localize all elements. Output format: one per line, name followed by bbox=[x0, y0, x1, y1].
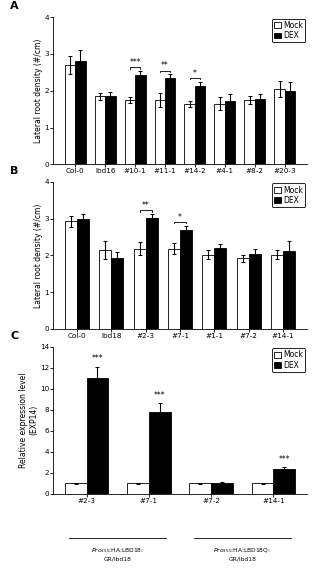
Bar bbox=[146, 218, 158, 329]
Text: *: * bbox=[193, 68, 197, 77]
Text: $Pro_{355}$:HA:LBD18:GR
/lbd18: $Pro_{355}$:HA:LBD18:GR /lbd18 bbox=[131, 391, 194, 405]
Text: $Pro_{355}$:HA:LBD16Q:GR
/lbd16: $Pro_{355}$:HA:LBD16Q:GR /lbd16 bbox=[221, 226, 288, 241]
Bar bbox=[255, 99, 265, 164]
Bar bbox=[135, 75, 146, 164]
Bar bbox=[168, 249, 180, 329]
Bar bbox=[111, 258, 123, 329]
Text: A: A bbox=[10, 1, 19, 11]
Text: B: B bbox=[10, 166, 18, 176]
Text: $Pro_{355}$:HA:LBD18Q:GR
/lbd18: $Pro_{355}$:HA:LBD18Q:GR /lbd18 bbox=[215, 391, 282, 405]
Y-axis label: Lateral root density (#/cm): Lateral root density (#/cm) bbox=[34, 203, 43, 308]
Text: $Pro_{355}$:HA:LBD16:GR
/lbd16: $Pro_{355}$:HA:LBD16:GR /lbd16 bbox=[134, 226, 196, 241]
Bar bbox=[86, 378, 108, 494]
Y-axis label: Lateral root density (#/cm): Lateral root density (#/cm) bbox=[34, 38, 43, 143]
Bar bbox=[149, 412, 171, 494]
Bar bbox=[134, 249, 146, 329]
Bar bbox=[249, 254, 261, 329]
Text: ***: *** bbox=[129, 58, 141, 67]
Bar bbox=[237, 258, 249, 329]
Bar bbox=[65, 221, 77, 329]
Text: ***: *** bbox=[154, 391, 166, 400]
Bar bbox=[77, 219, 89, 329]
Bar bbox=[105, 96, 115, 164]
Bar bbox=[65, 483, 86, 494]
Bar bbox=[180, 230, 192, 329]
Bar bbox=[285, 91, 295, 164]
Y-axis label: Relative expression level
(EXP14): Relative expression level (EXP14) bbox=[19, 373, 38, 468]
Bar bbox=[195, 86, 205, 164]
Bar bbox=[211, 483, 233, 494]
Bar bbox=[274, 89, 285, 164]
Bar bbox=[127, 483, 149, 494]
Text: ***: *** bbox=[279, 455, 290, 464]
Bar bbox=[95, 96, 105, 164]
Bar bbox=[189, 483, 211, 494]
Bar bbox=[65, 65, 75, 164]
Bar bbox=[202, 255, 214, 329]
Legend: Mock, DEX: Mock, DEX bbox=[272, 19, 305, 42]
Bar bbox=[214, 104, 225, 164]
Text: $Pro_{355}$:HA:LBD18Q:
GR/lbd18: $Pro_{355}$:HA:LBD18Q: GR/lbd18 bbox=[213, 546, 271, 561]
Text: **: ** bbox=[161, 61, 169, 70]
Bar bbox=[274, 470, 295, 494]
Bar bbox=[244, 100, 255, 164]
Bar bbox=[99, 250, 111, 329]
Bar bbox=[214, 248, 226, 329]
Bar bbox=[155, 100, 165, 164]
Bar bbox=[75, 61, 86, 164]
Bar bbox=[125, 100, 135, 164]
Bar bbox=[271, 255, 283, 329]
Bar bbox=[225, 101, 235, 164]
Text: ***: *** bbox=[92, 354, 103, 363]
Text: $Pro_{355}$:HA:LBD18:
GR/lbd18: $Pro_{355}$:HA:LBD18: GR/lbd18 bbox=[91, 546, 144, 561]
Bar bbox=[252, 483, 274, 494]
Bar bbox=[165, 78, 176, 164]
Bar bbox=[283, 251, 295, 329]
Legend: Mock, DEX: Mock, DEX bbox=[272, 184, 305, 207]
Text: *: * bbox=[178, 212, 182, 222]
Text: C: C bbox=[10, 331, 18, 341]
Bar bbox=[184, 104, 195, 164]
Legend: Mock, DEX: Mock, DEX bbox=[272, 348, 305, 372]
Text: **: ** bbox=[142, 201, 149, 210]
